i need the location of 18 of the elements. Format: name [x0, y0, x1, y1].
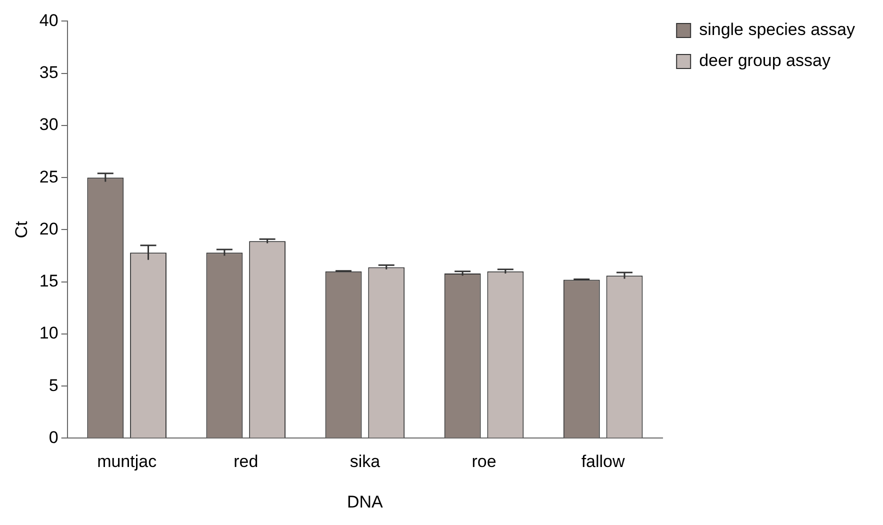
legend-label: single species assay — [699, 20, 856, 40]
y-tick-label: 25 — [39, 167, 58, 186]
y-tick-label: 15 — [39, 272, 58, 291]
y-tick-label: 10 — [39, 324, 58, 343]
x-tick-label: muntjac — [97, 452, 158, 472]
x-tick-label: sika — [350, 452, 381, 472]
x-axis-title: DNA — [346, 492, 384, 512]
y-axis-title: Ct — [12, 220, 31, 238]
x-tick-label: fallow — [581, 452, 626, 472]
x-tick-label: red — [234, 452, 258, 472]
y-tick-label: 30 — [39, 115, 58, 134]
legend-label: deer group assay — [699, 51, 831, 70]
y-tick-label: 0 — [48, 428, 58, 447]
y-tick-label: 35 — [39, 63, 58, 82]
x-tick-label: roe — [472, 452, 496, 472]
y-tick-label: 5 — [48, 376, 58, 395]
y-tick-label: 40 — [39, 10, 58, 30]
y-tick-label: 20 — [39, 219, 58, 238]
